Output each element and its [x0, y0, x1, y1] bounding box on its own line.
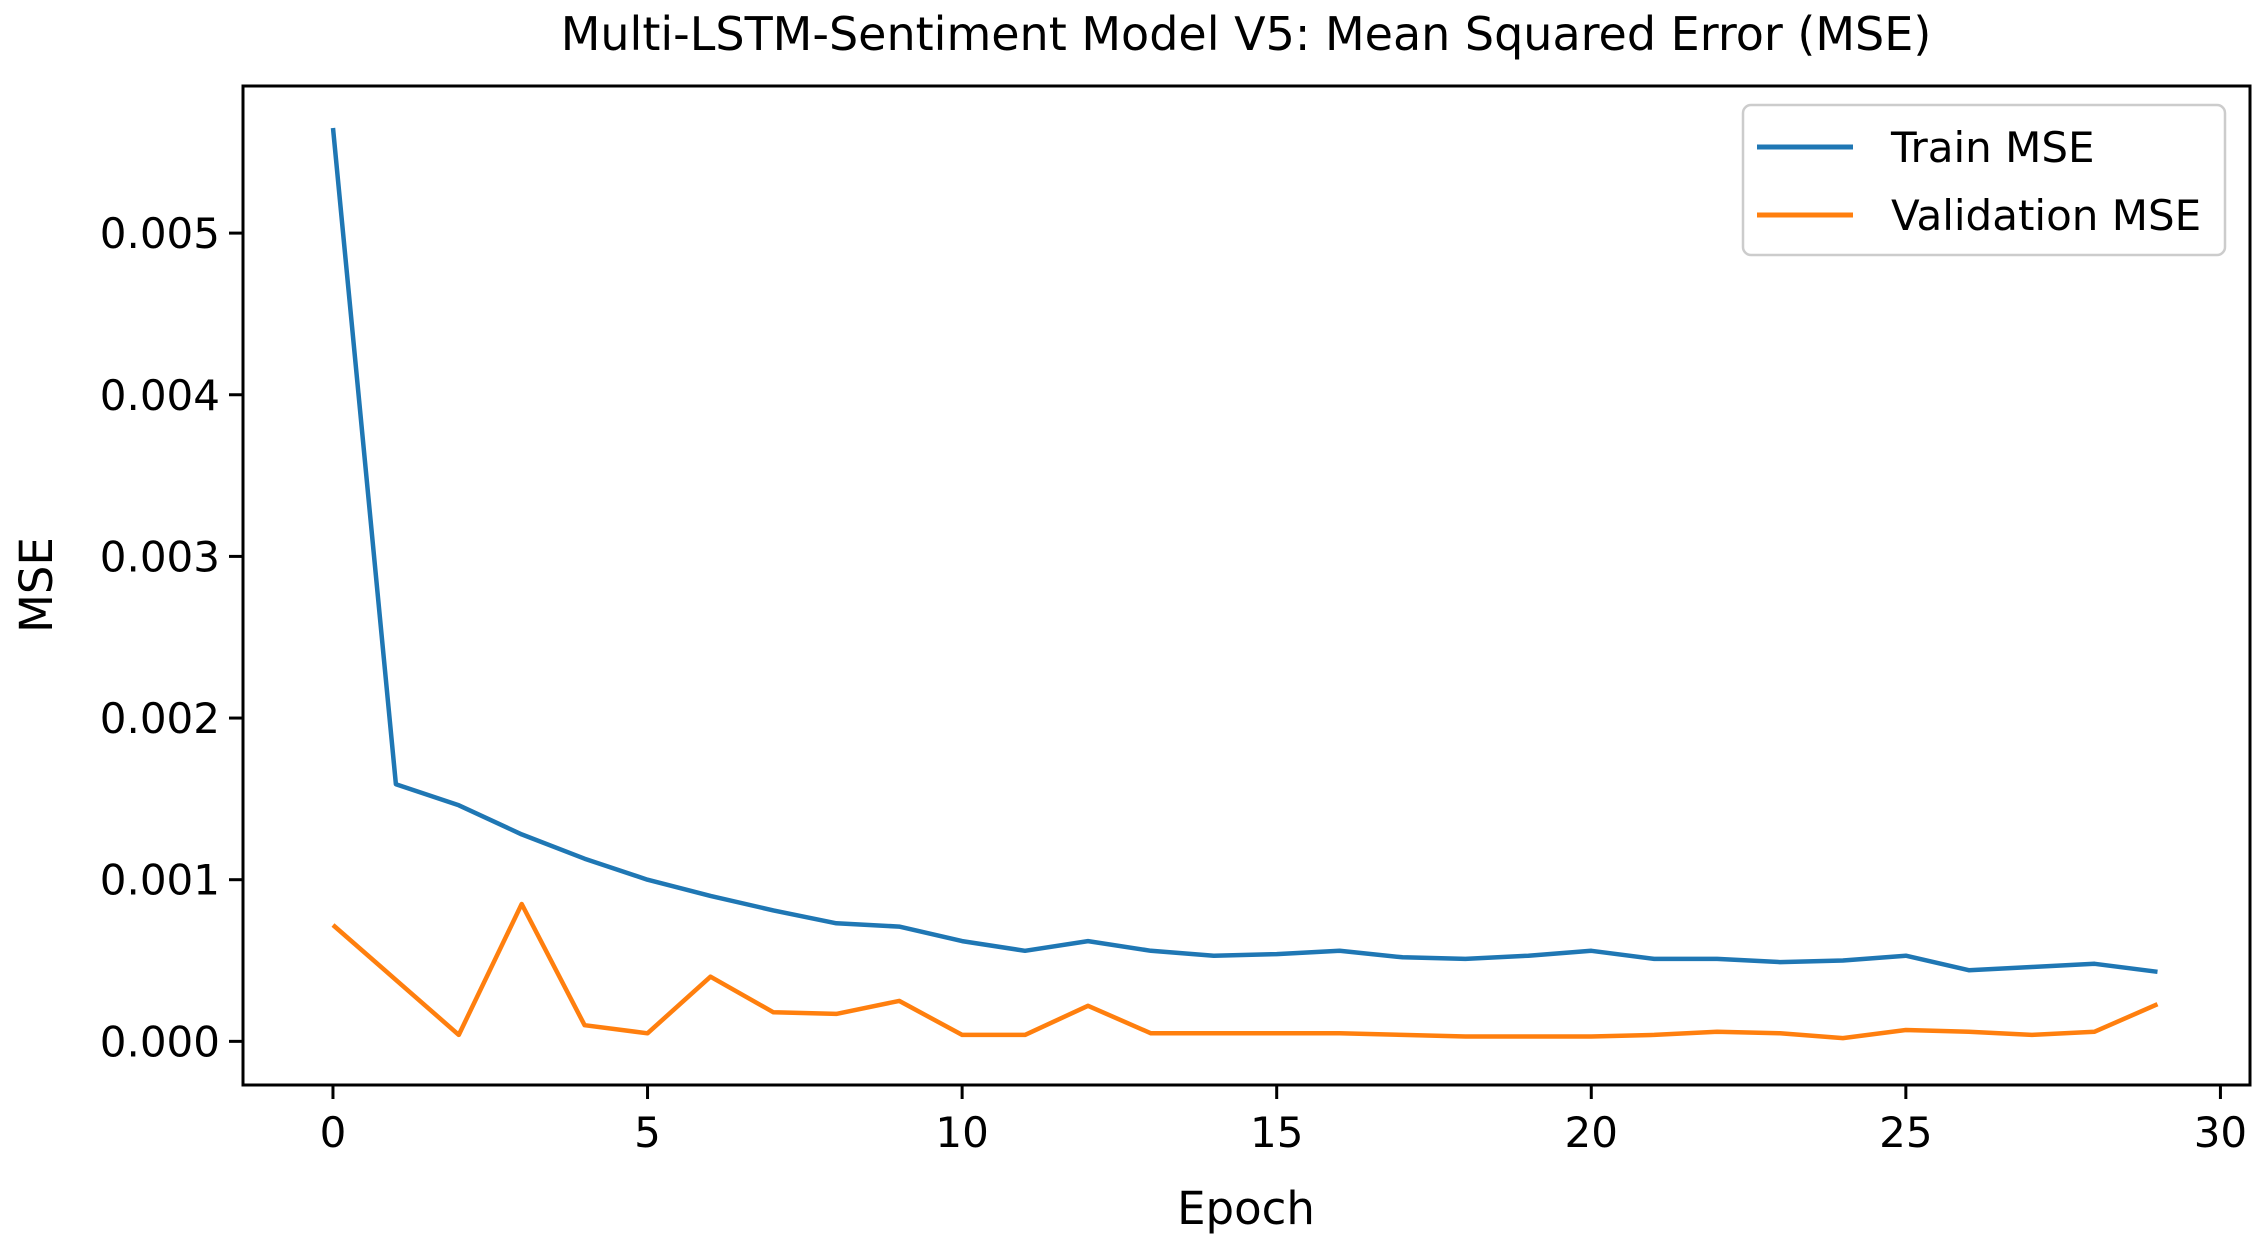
y-tick-label: 0.003 — [100, 532, 220, 581]
x-axis-label: Epoch — [1177, 1182, 1315, 1235]
y-tick-label: 0.004 — [100, 371, 220, 420]
y-tick-label: 0.005 — [100, 209, 220, 258]
x-tick-label: 25 — [1879, 1108, 1932, 1157]
y-axis-ticks: 0.000 0.001 0.002 0.003 0.004 0.005 — [100, 209, 243, 1066]
y-axis-label: MSE — [10, 537, 63, 633]
x-tick-label: 5 — [634, 1108, 661, 1157]
x-tick-label: 0 — [320, 1108, 347, 1157]
y-tick-label: 0.001 — [100, 856, 220, 905]
chart-title: Multi-LSTM-Sentiment Model V5: Mean Squa… — [561, 7, 1932, 61]
x-tick-label: 15 — [1250, 1108, 1303, 1157]
legend-label-train: Train MSE — [1890, 123, 2095, 172]
x-tick-label: 30 — [2194, 1108, 2247, 1157]
legend: Train MSE Validation MSE — [1741, 103, 2227, 257]
x-axis-ticks: 0 5 10 15 20 25 30 — [320, 1085, 2247, 1157]
series-lines — [330, 127, 2159, 1041]
y-tick-label: 0.000 — [100, 1017, 220, 1066]
series-line-0 — [330, 127, 2158, 975]
legend-label-validation: Validation MSE — [1891, 191, 2201, 240]
x-tick-label: 20 — [1565, 1108, 1618, 1157]
legend-box — [1741, 103, 2227, 257]
x-tick-label: 10 — [935, 1108, 988, 1157]
y-tick-label: 0.002 — [100, 694, 220, 743]
series-line-1 — [331, 901, 2159, 1041]
